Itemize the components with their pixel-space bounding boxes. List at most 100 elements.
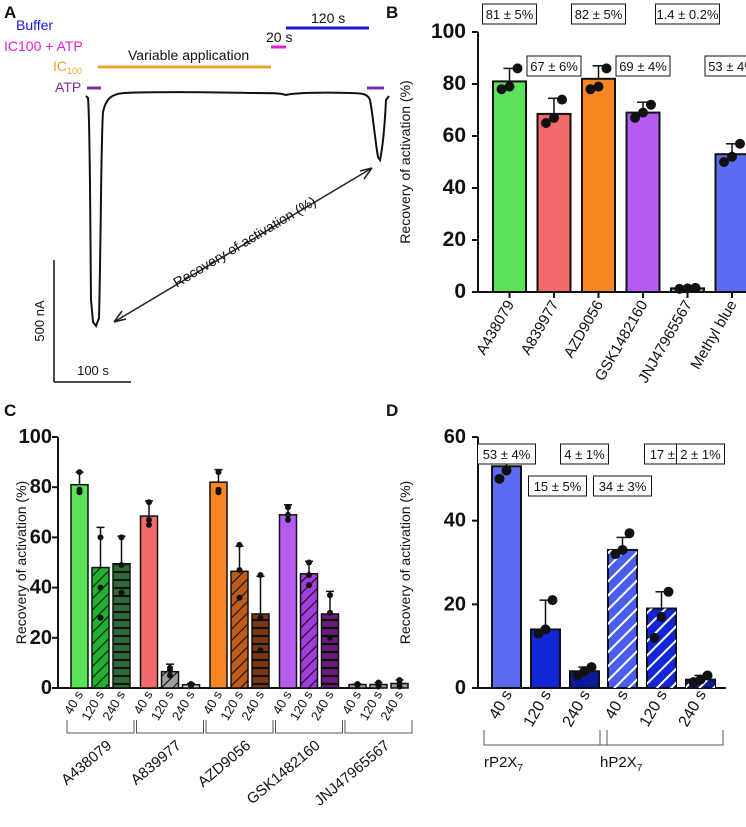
- b-y-tick-label: 40: [443, 176, 466, 199]
- d-group-bracket: [484, 730, 607, 745]
- c-group-bracket: [67, 720, 134, 733]
- c-data-point: [355, 681, 361, 687]
- d-group-label-sub: 7: [637, 763, 643, 774]
- c-y-title: Recovery of activation (%): [13, 481, 29, 644]
- b-data-point: [727, 152, 737, 162]
- d-data-point: [502, 465, 512, 475]
- d-bar-pattern: [608, 550, 637, 688]
- b-annotation: 82 ± 5%: [575, 7, 623, 22]
- c-data-point: [327, 592, 333, 598]
- c-data-point: [376, 679, 382, 685]
- c-data-point: [77, 487, 83, 493]
- d-y-tick-label: 40: [444, 510, 466, 532]
- b-y-tick-label: 60: [443, 124, 466, 147]
- c-group-label: JNJ47965567: [311, 737, 393, 810]
- c-time-label: 240 s: [377, 688, 406, 723]
- legend-buffer: Buffer: [16, 17, 53, 33]
- b-x-tick-label: AZD9056: [561, 298, 607, 361]
- b-annotation: 67 ± 6%: [530, 59, 578, 74]
- c-bar-pattern: [231, 571, 248, 688]
- variable-application-label: Variable application: [128, 47, 249, 63]
- c-data-point: [146, 499, 152, 505]
- c-data-point: [119, 534, 125, 540]
- c-data-point: [306, 560, 312, 566]
- d-y-title: Recovery of activation (%): [397, 481, 413, 644]
- c-data-point: [327, 635, 333, 641]
- c-group-label: A839977: [128, 737, 185, 789]
- c-data-point: [188, 681, 194, 687]
- b-y-tick-label: 0: [454, 280, 466, 303]
- d-time-label: 40 s: [486, 688, 516, 723]
- c-data-point: [98, 585, 104, 591]
- legend-ic100: IC100: [53, 58, 82, 76]
- c-group-bracket: [345, 720, 412, 733]
- recovery-label: Recovery of activation (%): [170, 193, 319, 290]
- legend-ic100-atp: IC100 + ATP: [4, 38, 83, 54]
- b-annotation: 69 ± 4%: [619, 59, 667, 74]
- c-bar: [71, 485, 88, 688]
- b-x-tick-label: A839977: [518, 298, 563, 359]
- c-y-tick-label: 0: [41, 677, 52, 699]
- c-bar: [210, 482, 227, 688]
- c-data-point: [237, 567, 243, 573]
- c-data-point: [146, 517, 152, 523]
- c-y-tick-label: 100: [19, 426, 52, 448]
- d-data-point: [541, 624, 551, 634]
- d-data-point: [587, 662, 597, 672]
- d-data-point: [703, 670, 713, 680]
- d-time-label: 120 s: [637, 688, 671, 730]
- d-y-tick-label: 0: [455, 677, 466, 699]
- c-bar-pattern: [301, 574, 318, 688]
- d-annotation: 15 ± 5%: [534, 479, 582, 494]
- c-group-label: AZD9056: [195, 737, 254, 791]
- c-data-point: [98, 534, 104, 540]
- c-data-point: [237, 595, 243, 601]
- panel-label-c: C: [4, 401, 16, 420]
- c-data-point: [285, 504, 291, 510]
- d-bar: [492, 466, 521, 688]
- c-y-tick-label: 60: [30, 526, 52, 548]
- c-group-bracket: [137, 720, 204, 733]
- b-bar: [627, 113, 660, 292]
- b-y-tick-label: 100: [431, 20, 466, 43]
- c-time-label: 240 s: [99, 688, 128, 723]
- d-data-point: [657, 612, 667, 622]
- c-y-tick-label: 20: [30, 627, 52, 649]
- d-annotation: 34 ± 3%: [599, 479, 647, 494]
- c-group-label: A438079: [58, 737, 115, 789]
- d-data-point: [618, 545, 628, 555]
- d-group-label: hP2X7: [600, 754, 643, 774]
- b-data-point: [691, 283, 701, 293]
- legend-ic100-sub: 100: [67, 66, 82, 76]
- panel-label-b: B: [386, 3, 398, 22]
- d-group-bracket: [600, 730, 723, 745]
- b-bar: [493, 81, 526, 292]
- c-data-point: [167, 665, 173, 671]
- d-annotation: 2 ± 1%: [680, 447, 721, 462]
- c-bar: [141, 516, 158, 688]
- b-data-point: [638, 108, 648, 118]
- b-bar: [538, 114, 571, 292]
- b-data-point: [549, 113, 559, 123]
- c-data-point: [119, 562, 125, 568]
- panel-label-d: D: [386, 401, 398, 420]
- b-annotation: 53 ± 4%: [708, 59, 746, 74]
- d-bar: [531, 629, 560, 688]
- c-data-point: [119, 590, 125, 596]
- d-data-point: [664, 587, 674, 597]
- c-group-bracket: [276, 720, 343, 733]
- d-group-label-base: rP2X: [484, 754, 517, 771]
- b-annotation: 1.4 ± 0.2%: [656, 7, 719, 22]
- c-data-point: [98, 615, 104, 621]
- d-group-label-sub: 7: [517, 763, 523, 774]
- b-bar: [582, 79, 615, 292]
- c-data-point: [397, 677, 403, 683]
- c-data-point: [258, 615, 264, 621]
- c-time-label: 240 s: [169, 688, 198, 723]
- t120-label: 120 s: [311, 10, 345, 26]
- scale-current-label: 500 nA: [32, 300, 47, 342]
- legend-atp: ATP: [55, 79, 81, 95]
